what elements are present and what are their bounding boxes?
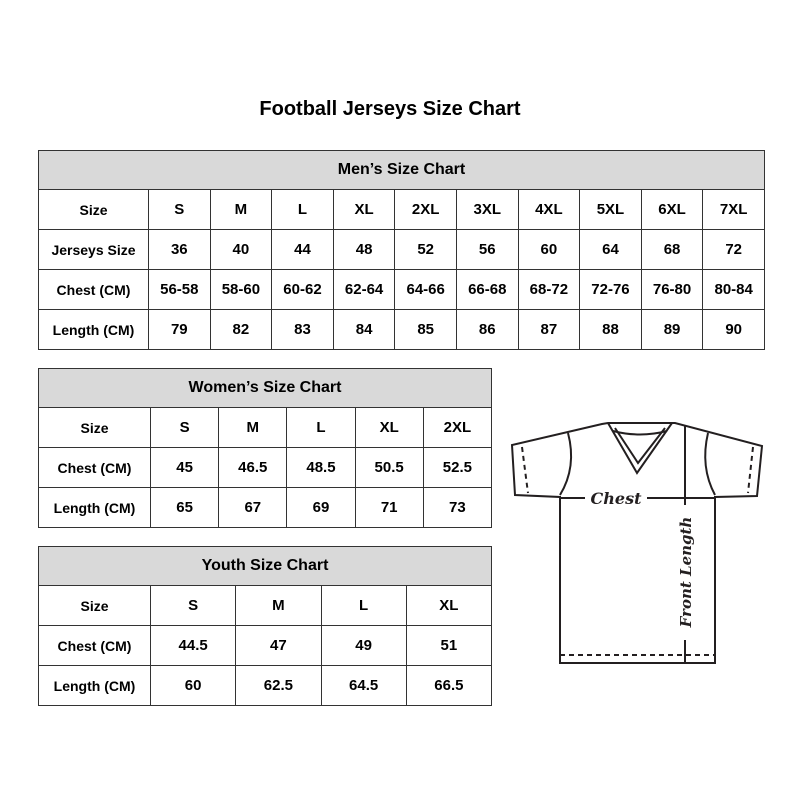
- table-cell: M: [218, 407, 288, 448]
- table-cell: 83: [271, 309, 334, 350]
- table-cell: 76-80: [640, 269, 704, 310]
- row-label: Size: [38, 189, 149, 230]
- front-length-label: Front Length: [677, 517, 695, 629]
- table-cell: S: [149, 407, 220, 448]
- table-cell: 48: [332, 229, 396, 270]
- table-cell: 52.5: [422, 447, 493, 488]
- table-cell: 69: [286, 487, 356, 528]
- youth-size-table: Youth Size Chart Size S M L XL Chest (CM) 44.5…: [38, 546, 493, 706]
- table-cell: 64.5: [320, 665, 407, 706]
- table-cell: 62.5: [235, 665, 322, 706]
- table-cell: 7XL: [702, 189, 765, 230]
- womens-table-title: Women’s Size Chart: [38, 368, 492, 408]
- row-label: Jerseys Size: [38, 229, 149, 270]
- table-row: Chest (CM) 44.5 47 49 51: [38, 625, 493, 666]
- table-cell: 88: [579, 309, 642, 350]
- row-label: Length (CM): [38, 665, 151, 706]
- table-row: Length (CM) 60 62.5 64.5 66.5: [38, 665, 493, 706]
- table-cell: 36: [148, 229, 211, 270]
- table-cell: 72-76: [579, 269, 642, 310]
- row-label: Chest (CM): [38, 625, 151, 666]
- table-cell: 89: [640, 309, 704, 350]
- table-cell: 51: [405, 625, 493, 666]
- row-label: Length (CM): [38, 309, 149, 350]
- table-cell: 48.5: [286, 447, 356, 488]
- table-cell: 58-60: [209, 269, 273, 310]
- table-cell: 79: [148, 309, 211, 350]
- row-label: Size: [38, 585, 151, 626]
- table-cell: 4XL: [517, 189, 581, 230]
- row-label: Size: [38, 407, 151, 448]
- table-cell: XL: [354, 407, 424, 448]
- table-cell: 60-62: [271, 269, 334, 310]
- table-cell: 56-58: [148, 269, 211, 310]
- table-cell: 44.5: [149, 625, 237, 666]
- table-cell: 85: [394, 309, 457, 350]
- row-label: Chest (CM): [38, 269, 149, 310]
- page-title: Football Jerseys Size Chart: [259, 98, 521, 120]
- womens-size-table: Women’s Size Chart Size S M L XL 2XL Chest (CM…: [38, 368, 493, 528]
- table-cell: L: [286, 407, 356, 448]
- table-row: Size S M L XL 2XL: [38, 407, 493, 448]
- table-cell: S: [148, 189, 211, 230]
- table-cell: 2XL: [394, 189, 457, 230]
- table-cell: 73: [422, 487, 493, 528]
- table-row: Length (CM) 79 82 83 84 85 86 87 88 89 90: [38, 309, 765, 350]
- table-cell: 64-66: [394, 269, 457, 310]
- table-cell: 66-68: [455, 269, 519, 310]
- table-row: Length (CM) 65 67 69 71 73: [38, 487, 493, 528]
- table-cell: 65: [149, 487, 220, 528]
- table-cell: 66.5: [405, 665, 493, 706]
- table-cell: S: [149, 585, 237, 626]
- row-label: Chest (CM): [38, 447, 151, 488]
- chest-label: Chest: [591, 489, 643, 508]
- table-row: Size S M L XL 2XL 3XL 4XL 5XL 6XL 7XL: [38, 189, 765, 230]
- table-cell: 64: [579, 229, 642, 270]
- table-cell: 84: [332, 309, 396, 350]
- table-row: Chest (CM) 45 46.5 48.5 50.5 52.5: [38, 447, 493, 488]
- table-row: Chest (CM) 56-58 58-60 60-62 62-64 64-66 66-68…: [38, 269, 765, 310]
- table-cell: 82: [209, 309, 273, 350]
- table-cell: 67: [218, 487, 288, 528]
- table-cell: 87: [517, 309, 581, 350]
- table-cell: L: [320, 585, 407, 626]
- table-cell: L: [271, 189, 334, 230]
- jersey-outline-icon: [510, 422, 764, 664]
- table-cell: 6XL: [640, 189, 704, 230]
- table-cell: 60: [517, 229, 581, 270]
- table-cell: 86: [455, 309, 519, 350]
- jersey-diagram: Chest Front Length: [510, 422, 764, 664]
- table-cell: 40: [209, 229, 273, 270]
- youth-table-title: Youth Size Chart: [38, 546, 492, 586]
- table-cell: M: [235, 585, 322, 626]
- mens-size-table: Men’s Size Chart Size S M L XL 2XL 3XL 4XL 5XL 6X…: [38, 150, 765, 350]
- table-cell: M: [209, 189, 273, 230]
- table-cell: 72: [702, 229, 765, 270]
- mens-table-title: Men’s Size Chart: [38, 150, 765, 190]
- table-cell: 80-84: [702, 269, 765, 310]
- table-cell: 47: [235, 625, 322, 666]
- table-cell: 46.5: [218, 447, 288, 488]
- table-cell: 2XL: [422, 407, 493, 448]
- table-cell: 49: [320, 625, 407, 666]
- table-row: Size S M L XL: [38, 585, 493, 626]
- table-cell: 56: [455, 229, 519, 270]
- table-cell: 62-64: [332, 269, 396, 310]
- table-cell: 90: [702, 309, 765, 350]
- table-cell: 45: [149, 447, 220, 488]
- table-cell: XL: [332, 189, 396, 230]
- table-row: Jerseys Size 36 40 44 48 52 56 60 64 68 72: [38, 229, 765, 270]
- table-cell: 3XL: [455, 189, 519, 230]
- table-cell: XL: [405, 585, 493, 626]
- table-cell: 71: [354, 487, 424, 528]
- table-cell: 60: [149, 665, 237, 706]
- table-cell: 5XL: [579, 189, 642, 230]
- table-cell: 68: [640, 229, 704, 270]
- table-cell: 44: [271, 229, 334, 270]
- table-cell: 52: [394, 229, 457, 270]
- table-cell: 68-72: [517, 269, 581, 310]
- table-cell: 50.5: [354, 447, 424, 488]
- row-label: Length (CM): [38, 487, 151, 528]
